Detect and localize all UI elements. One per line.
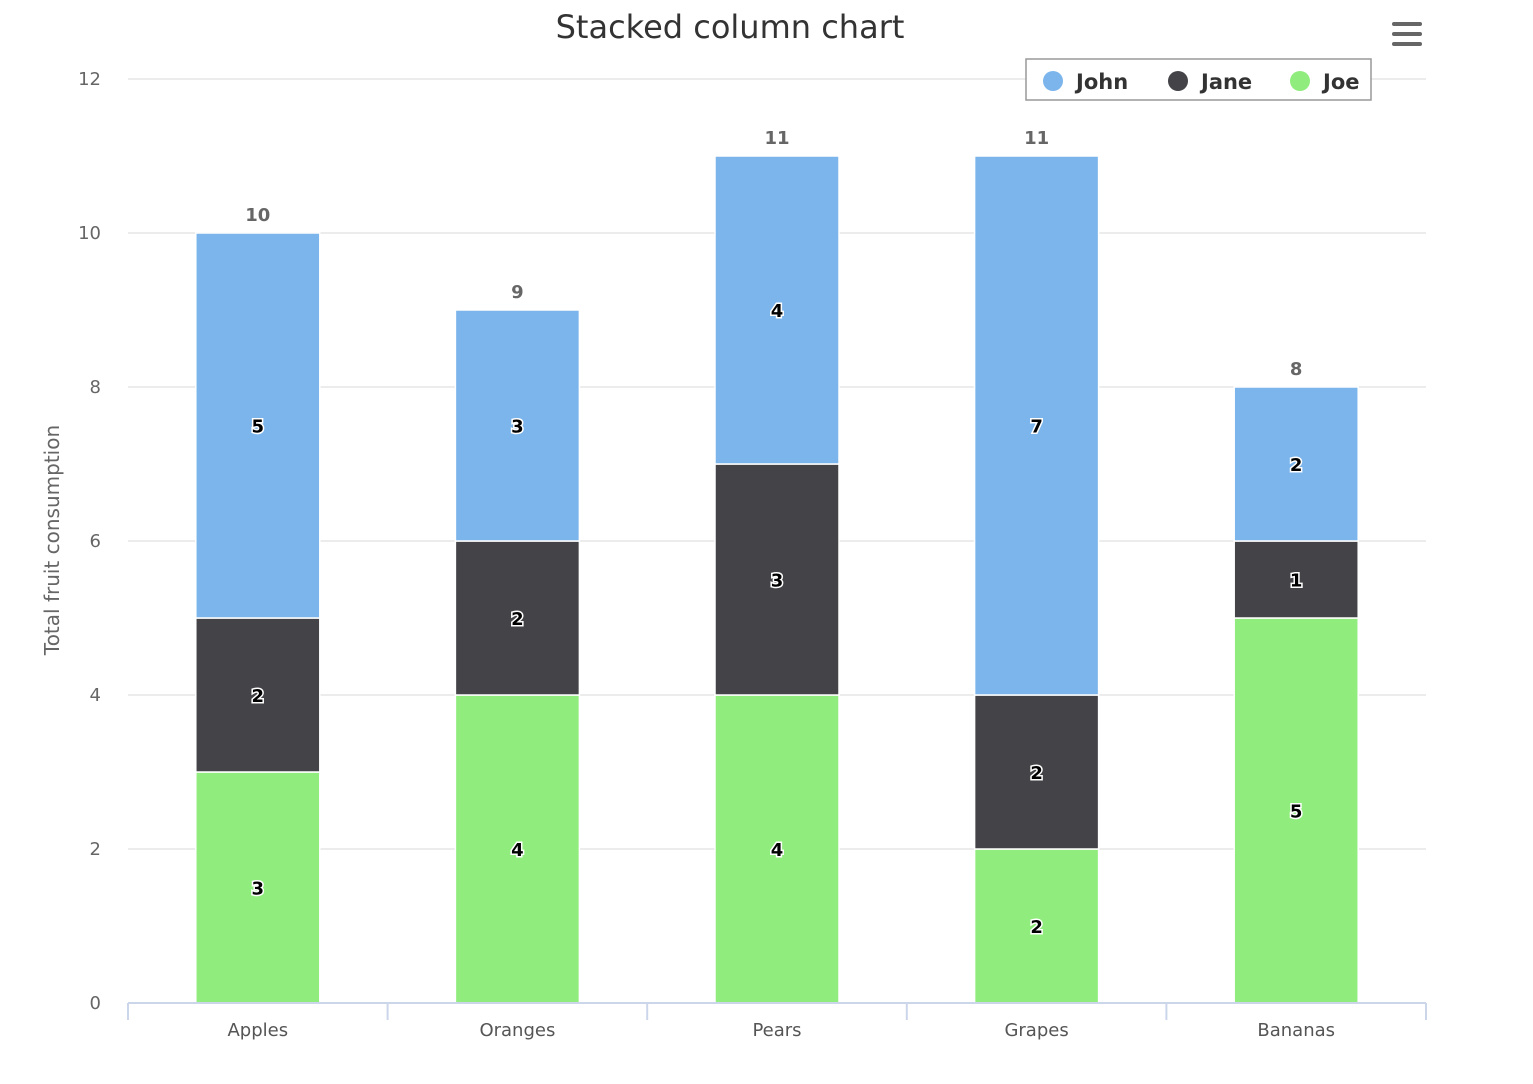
legend-box bbox=[1025, 58, 1372, 101]
data-label: 2 bbox=[1030, 917, 1043, 938]
stack-total-label: 11 bbox=[1024, 128, 1049, 149]
chart-title: Stacked column chart bbox=[556, 8, 905, 46]
x-tick-label: Oranges bbox=[479, 1020, 555, 1041]
bar-segment-john[interactable] bbox=[973, 155, 1100, 696]
stack-total-label: 9 bbox=[511, 282, 524, 303]
stack-totals: 10 9 11 11 8 bbox=[245, 128, 1302, 380]
legend-label: John bbox=[1074, 70, 1128, 94]
data-label: 4 bbox=[511, 840, 524, 861]
y-tick-label: 6 bbox=[90, 531, 101, 552]
bar-segment-jane[interactable] bbox=[195, 617, 321, 773]
data-label: 2 bbox=[1290, 455, 1303, 476]
legend: John Jane Joe bbox=[1025, 58, 1372, 101]
hamburger-menu-icon[interactable] bbox=[1388, 18, 1424, 50]
bar-segment-jane[interactable] bbox=[973, 694, 1100, 850]
y-tick-label: 10 bbox=[78, 223, 101, 244]
bar-segment-joe[interactable] bbox=[973, 848, 1100, 1004]
data-label: 3 bbox=[771, 571, 784, 592]
legend-item-joe[interactable]: Joe bbox=[1290, 70, 1359, 94]
x-axis: Apples Oranges Pears Grapes Bananas bbox=[127, 1002, 1427, 1041]
y-tick-label: 12 bbox=[78, 69, 101, 90]
y-tick-label: 4 bbox=[90, 685, 101, 706]
y-axis-ticks: 0 2 4 6 8 10 12 bbox=[78, 69, 101, 1014]
legend-label: Jane bbox=[1199, 70, 1252, 94]
bar-segment-joe[interactable] bbox=[1233, 617, 1359, 1004]
bar-segment-john[interactable] bbox=[195, 232, 321, 619]
stack-total-label: 8 bbox=[1290, 359, 1303, 380]
bar-segment-john[interactable] bbox=[454, 309, 581, 542]
stack-total-label: 11 bbox=[764, 128, 789, 149]
data-label: 4 bbox=[771, 840, 784, 861]
legend-label: Joe bbox=[1321, 70, 1359, 94]
y-tick-label: 8 bbox=[90, 377, 101, 398]
bar-segment-john[interactable] bbox=[1233, 386, 1359, 542]
data-label: 2 bbox=[252, 686, 265, 707]
legend-item-john[interactable]: John bbox=[1043, 70, 1128, 94]
legend-marker bbox=[1168, 71, 1188, 91]
bar-segment-john[interactable] bbox=[714, 155, 840, 465]
data-label: 5 bbox=[1290, 802, 1303, 823]
legend-item-jane[interactable]: Jane bbox=[1168, 70, 1252, 94]
data-label: 2 bbox=[1030, 763, 1043, 784]
stack-total-label: 10 bbox=[245, 205, 270, 226]
legend-marker bbox=[1043, 71, 1063, 91]
y-tick-label: 0 bbox=[90, 993, 101, 1014]
bar-segment-jane[interactable] bbox=[714, 463, 840, 696]
data-label: 2 bbox=[511, 609, 524, 630]
data-label: 1 bbox=[1290, 571, 1303, 592]
data-label: 7 bbox=[1030, 417, 1043, 438]
bar-segment-joe[interactable] bbox=[714, 694, 840, 1004]
x-tick-label: Grapes bbox=[1004, 1020, 1068, 1041]
legend-marker bbox=[1290, 71, 1310, 91]
data-label: 3 bbox=[252, 879, 265, 900]
data-labels: 3 2 5 4 2 3 4 3 4 2 2 7 5 1 2 bbox=[250, 300, 1304, 940]
y-tick-label: 2 bbox=[90, 839, 101, 860]
data-label: 5 bbox=[252, 417, 265, 438]
bars bbox=[195, 155, 1359, 1004]
y-axis-title: Total fruit consumption bbox=[40, 425, 64, 656]
data-label: 4 bbox=[771, 301, 784, 322]
x-tick-label: Bananas bbox=[1257, 1020, 1335, 1041]
x-tick-label: Pears bbox=[752, 1020, 801, 1041]
bar-segment-jane[interactable] bbox=[454, 540, 581, 696]
data-label: 3 bbox=[511, 417, 524, 438]
x-tick-label: Apples bbox=[227, 1020, 288, 1041]
bar-segment-jane[interactable] bbox=[1233, 540, 1359, 619]
